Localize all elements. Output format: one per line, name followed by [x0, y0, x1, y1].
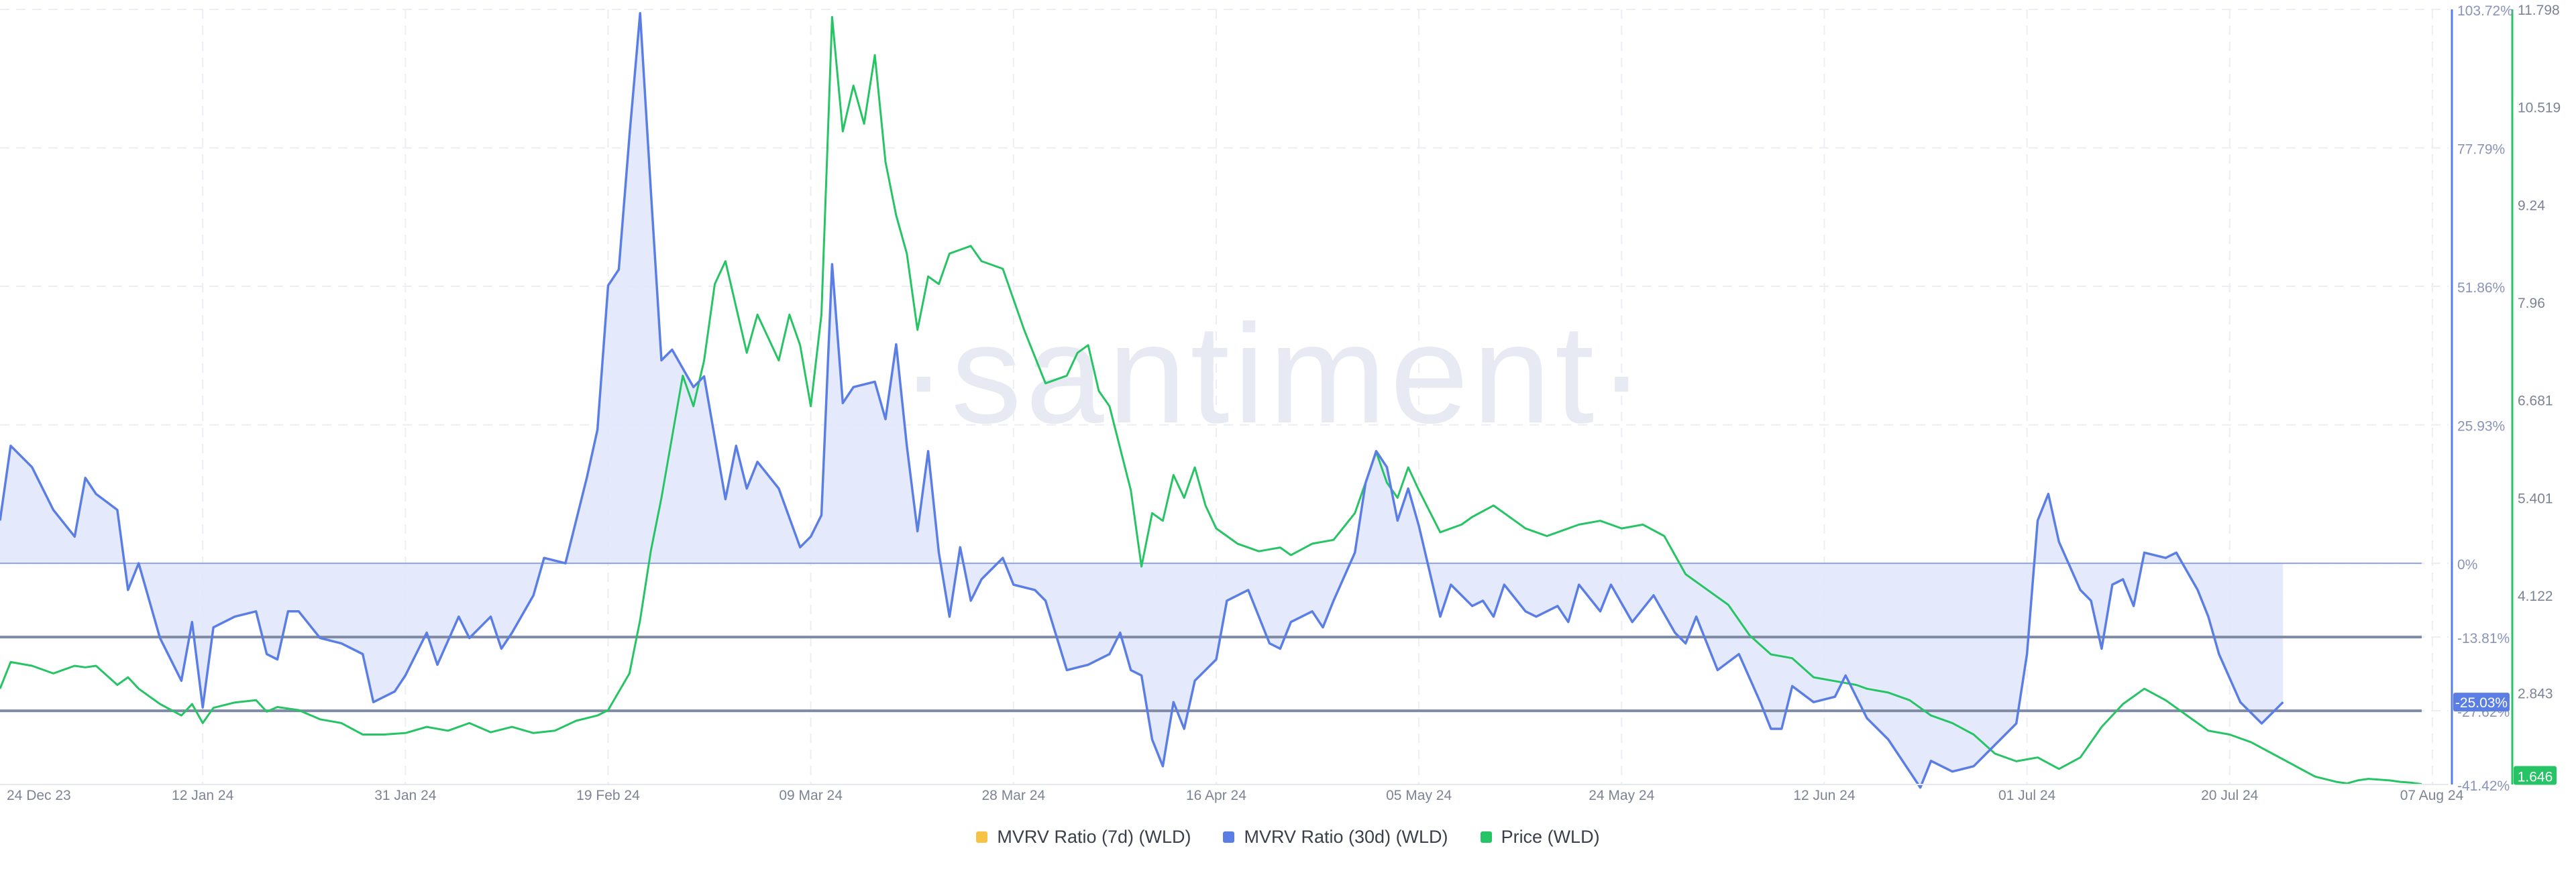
x-tick-label: 16 Apr 24	[1186, 788, 1246, 803]
x-tick-label: 12 Jan 24	[172, 788, 234, 803]
watermark: ·santiment·	[900, 295, 1649, 453]
legend-swatch	[976, 831, 988, 843]
x-tick-label: 07 Aug 24	[2400, 788, 2464, 803]
y-right-tick-label: 5.401	[2518, 491, 2553, 506]
mvrv-30d-current-value: -25.03%	[2455, 695, 2508, 711]
mvrv-30d-current-badge	[2453, 693, 2510, 712]
y-right-tick-label: 10.519	[2518, 101, 2561, 116]
y-right-tick-label: 4.122	[2518, 589, 2553, 604]
x-tick-label: 01 Jul 24	[1998, 788, 2056, 803]
x-tick-label: 19 Feb 24	[576, 788, 640, 803]
y-left-tick-label: 25.93%	[2457, 419, 2505, 434]
mvrv-30d-line	[0, 11, 2284, 789]
price-line	[0, 15, 2422, 785]
y-right-tick-label: 9.24	[2518, 198, 2545, 213]
x-tick-label: 20 Jul 24	[2201, 788, 2259, 803]
x-tick-label: 24 May 24	[1589, 788, 1654, 803]
x-tick-label: 24 Dec 23	[7, 788, 71, 803]
legend-item[interactable]: MVRV Ratio (7d) (WLD)	[976, 827, 1191, 848]
x-tick-label: 05 May 24	[1386, 788, 1452, 803]
y-right-tick-label: 2.843	[2518, 687, 2553, 702]
x-tick-label: 09 Mar 24	[779, 788, 843, 803]
legend-item[interactable]: Price (WLD)	[1480, 827, 1600, 848]
y-left-tick-label: 77.79%	[2457, 142, 2505, 158]
chart-legend: MVRV Ratio (7d) (WLD) MVRV Ratio (30d) (W…	[0, 827, 2576, 848]
y-right-tick-label: 6.681	[2518, 394, 2553, 409]
y-left-tick-label: -41.42%	[2457, 778, 2510, 794]
price-current-badge	[2514, 766, 2557, 785]
legend-label: MVRV Ratio (30d) (WLD)	[1244, 827, 1448, 847]
price-current-value: 1.646	[2518, 770, 2553, 785]
legend-swatch	[1480, 831, 1492, 843]
y-right-tick-label: 7.96	[2518, 296, 2545, 311]
y-left-tick-label: 51.86%	[2457, 280, 2505, 296]
x-tick-label: 28 Mar 24	[982, 788, 1046, 803]
legend-item[interactable]: MVRV Ratio (30d) (WLD)	[1223, 827, 1448, 848]
y-left-tick-label: -13.81%	[2457, 631, 2510, 646]
legend-swatch	[1223, 831, 1235, 843]
y-left-tick-label: 103.72%	[2457, 3, 2513, 19]
legend-label: MVRV Ratio (7d) (WLD)	[997, 827, 1191, 847]
x-tick-label: 31 Jan 24	[374, 788, 437, 803]
legend-label: Price (WLD)	[1501, 827, 1600, 847]
y-left-tick-label: 0%	[2457, 557, 2477, 573]
x-tick-label: 12 Jun 24	[1793, 788, 1856, 803]
y-right-tick-label: 11.798	[2518, 3, 2560, 18]
